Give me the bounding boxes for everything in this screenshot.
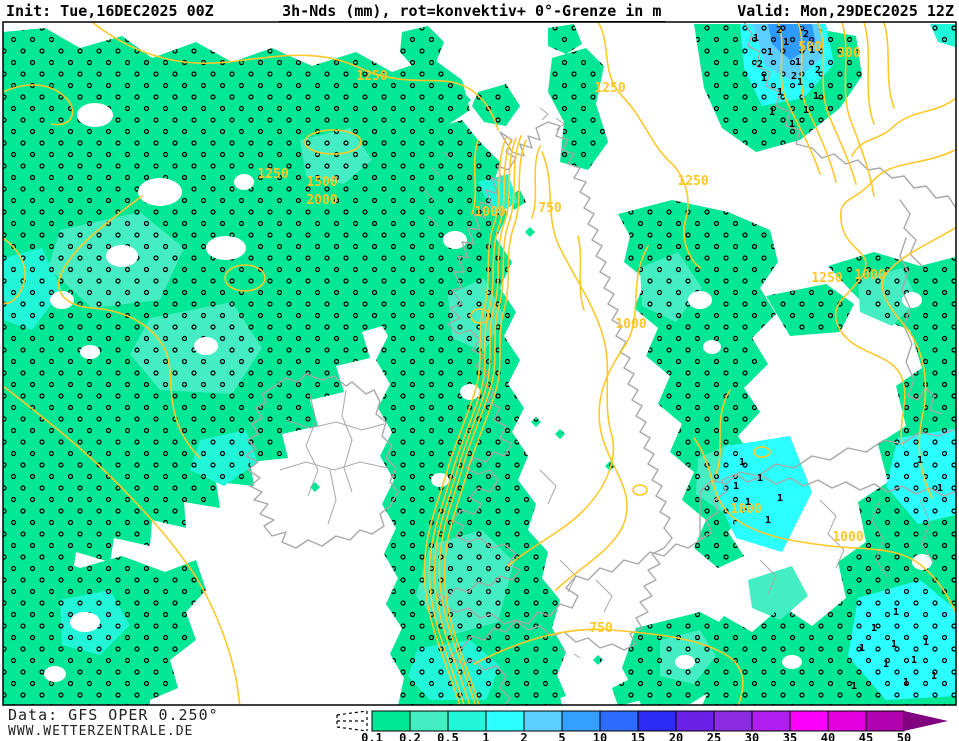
legend-trace-symbol: [336, 710, 368, 732]
legend-box: [599, 710, 639, 732]
precip-value: 2: [803, 29, 809, 40]
precip-value: 1: [777, 87, 783, 98]
legend-tick-label: 30: [745, 731, 759, 741]
contour-label: 1000: [854, 268, 885, 283]
precip-value: 1: [871, 623, 877, 634]
precip-value: 1: [765, 515, 771, 526]
precip-value: 1: [795, 57, 801, 68]
legend-box: [409, 710, 449, 732]
precip-value: 1: [739, 457, 745, 468]
precip-value: 1: [783, 37, 789, 48]
precip-value: 2: [791, 71, 797, 82]
precip-value: 1: [753, 33, 759, 44]
contour-label: 750: [589, 621, 613, 636]
contour-label: 1000: [730, 502, 761, 517]
contour-label: 750: [538, 201, 562, 216]
init-time-label: Init: Tue,16DEC2025 00Z: [6, 2, 214, 20]
contour-label: 1500: [306, 175, 337, 190]
legend-tick-label: 20: [669, 731, 683, 741]
contour-label: 1000: [615, 317, 646, 332]
legend-tick-label: 50: [897, 731, 911, 741]
precip-value: 1: [937, 483, 943, 494]
legend-tick-label: 0.1: [361, 731, 383, 741]
contour-label: 300: [837, 46, 861, 61]
precip-value: 1: [893, 607, 899, 618]
precip-value: 1: [767, 47, 773, 58]
precip-value: 1: [917, 455, 923, 466]
precip-value: 1: [777, 493, 783, 504]
contour-label: 1000: [832, 530, 863, 545]
legend-box: [371, 710, 411, 732]
legend-box: [447, 710, 487, 732]
legend-box: [713, 710, 753, 732]
coastlines: [245, 22, 956, 705]
contour-label: 500: [798, 40, 822, 55]
legend-tick-label: 0.2: [399, 731, 421, 741]
legend-tick-label: 25: [707, 731, 721, 741]
legend-tick-label: 10: [593, 731, 607, 741]
website-label: WWW.WETTERZENTRALE.DE: [8, 724, 194, 739]
precip-value: 1: [883, 659, 889, 670]
legend-box: [675, 710, 715, 732]
precip-value: 1: [803, 105, 809, 116]
precip-value: 1: [809, 45, 815, 56]
legend-box: [865, 710, 905, 732]
legend-overflow-arrow: [904, 711, 948, 731]
precip-value: 2: [776, 25, 782, 36]
legend-tick-label: 5: [558, 731, 565, 741]
legend-box: [561, 710, 601, 732]
precip-value: 1: [851, 681, 857, 692]
precip-value: 2: [815, 65, 821, 76]
precip-value: 1: [789, 119, 795, 130]
precip-legend: 0.1 0.2 0.5 1 2 5 10 15 20 25 30 35 40 45 50: [336, 710, 948, 741]
legend-box: [523, 710, 563, 732]
precip-value: 1: [859, 643, 865, 654]
contour-label: 1000: [474, 205, 505, 220]
contour-label: 1250: [594, 81, 625, 96]
valid-time-label: Valid: Mon,29DEC2025 12Z: [737, 2, 954, 20]
map-frame: [2, 21, 957, 706]
legend-tick-label: 15: [631, 731, 645, 741]
legend-box: [827, 710, 867, 732]
contour-height-labels: 1250 1250 1250 1500 2000 1000 750 1250 500 300 125…: [257, 40, 885, 636]
precip-value: 1: [813, 91, 819, 102]
precip-value: 2: [757, 59, 763, 70]
precip-value: 1: [745, 497, 751, 508]
contour-label: 1250: [257, 167, 288, 182]
legend-box: [637, 710, 677, 732]
precip-value: 1: [891, 639, 897, 650]
precip-value: 1: [911, 655, 917, 666]
precip-value: 1: [733, 481, 739, 492]
precip-value: 1: [903, 677, 909, 688]
legend-tick-label: 35: [783, 731, 797, 741]
legend-box: [789, 710, 829, 732]
precip-value: 1: [931, 671, 937, 682]
precip-value: 1: [923, 637, 929, 648]
precip-value: 1: [757, 473, 763, 484]
contour-label: 1250: [677, 174, 708, 189]
precip-value: 1: [761, 73, 767, 84]
legend-tick-label: 1: [482, 731, 489, 741]
precip-value: 1: [769, 107, 775, 118]
contour-label: 2000: [306, 193, 337, 208]
precip-value: 1: [797, 77, 803, 88]
legend-tick-label: 2: [520, 731, 527, 741]
legend-box: [751, 710, 791, 732]
legend-tick-label: 45: [859, 731, 873, 741]
map-layers: 1250 1250 1250 1500 2000 1000 750 1250 500 300 125…: [3, 22, 956, 705]
data-source-label: Data: GFS OPER 0.250°: [8, 706, 219, 724]
contour-label: 1250: [811, 271, 842, 286]
contour-label: 1250: [356, 69, 387, 84]
legend-box: [485, 710, 525, 732]
legend-tick-label: 0.5: [437, 731, 459, 741]
legend-tick-label: 40: [821, 731, 835, 741]
zero-degree-contours: [3, 22, 956, 705]
